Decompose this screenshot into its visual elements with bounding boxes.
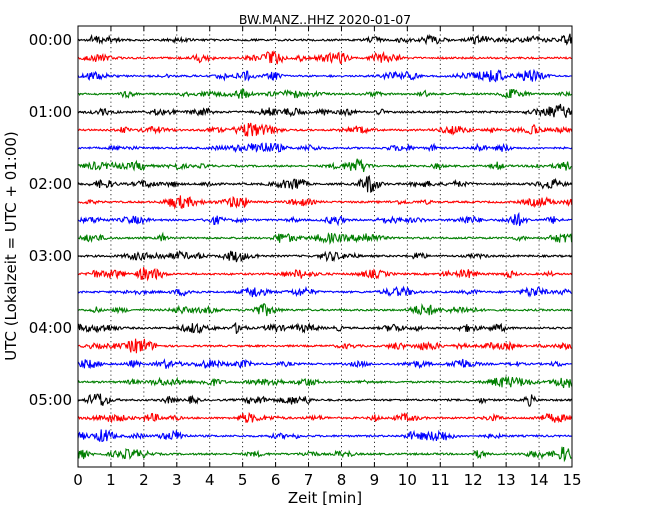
trace-line <box>77 103 573 118</box>
trace-line <box>77 33 573 46</box>
trace-line <box>77 411 573 424</box>
x-tick-label: 1 <box>106 471 116 489</box>
trace-line <box>77 142 573 154</box>
trace-line <box>77 375 573 389</box>
x-tick-label: 4 <box>205 471 215 489</box>
trace-line <box>77 393 572 407</box>
x-tick-label: 14 <box>530 471 549 489</box>
x-tick-label: 9 <box>370 471 380 489</box>
chart-title: BW.MANZ..HHZ 2020-01-07 <box>239 12 411 27</box>
y-axis-label: UTC (Lokalzeit = UTC + 01:00) <box>2 131 20 361</box>
trace-line <box>77 174 573 193</box>
x-tick-label: 6 <box>271 471 281 489</box>
x-tick-label: 8 <box>337 471 347 489</box>
x-tick-label: 2 <box>139 471 149 489</box>
trace-line <box>77 68 572 83</box>
trace-line <box>77 158 572 173</box>
trace-line <box>77 122 573 137</box>
x-tick-label: 7 <box>304 471 314 489</box>
y-tick-label: 00:00 <box>29 31 72 49</box>
x-axis: 0 1 2 3 4 5 6 7 8 9 10 11 12 13 14 15 <box>73 26 582 489</box>
y-axis: 00:00 01:00 02:00 03:00 04:00 05:00 <box>29 31 572 409</box>
trace-line <box>77 231 573 245</box>
trace-line <box>77 321 572 335</box>
x-tick-label: 10 <box>398 471 417 489</box>
y-tick-label: 02:00 <box>29 175 72 193</box>
plot-frame <box>77 25 573 468</box>
x-tick-label: 13 <box>497 471 516 489</box>
trace-line <box>77 50 572 65</box>
y-tick-label: 05:00 <box>29 391 72 409</box>
x-tick-label: 11 <box>431 471 450 489</box>
x-tick-label: 3 <box>172 471 182 489</box>
trace-line <box>77 195 573 210</box>
trace-line <box>77 302 572 317</box>
trace-line <box>77 358 572 370</box>
x-tick-label: 15 <box>562 471 581 489</box>
trace-line <box>77 338 572 354</box>
x-tick-label: 5 <box>238 471 248 489</box>
traces <box>77 33 573 463</box>
y-tick-label: 04:00 <box>29 319 72 337</box>
x-tick-label: 12 <box>464 471 483 489</box>
trace-line <box>77 429 572 442</box>
trace-line <box>77 211 572 227</box>
trace-line <box>77 446 572 463</box>
trace-line <box>77 267 573 282</box>
y-tick-label: 01:00 <box>29 103 72 121</box>
trace-line <box>77 87 572 100</box>
x-axis-label: Zeit [min] <box>288 489 362 507</box>
trace-line <box>77 285 572 298</box>
x-tick-label: 0 <box>73 471 83 489</box>
trace-line <box>77 250 573 263</box>
y-tick-label: 03:00 <box>29 247 72 265</box>
